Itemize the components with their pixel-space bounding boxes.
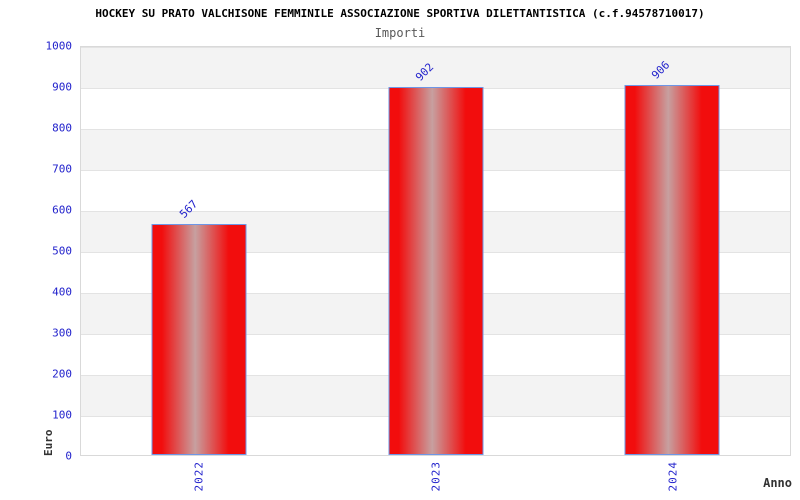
bar-value-label: 567 [176,197,200,221]
x-axis-title: Anno [763,476,792,490]
x-tick-label: 2023 [429,461,442,492]
bar-value-label: 902 [413,60,437,84]
y-tick-label: 900 [52,80,72,94]
y-tick-label: 0 [65,449,72,463]
y-tick-label: 300 [52,326,72,340]
y-tick-label: 800 [52,121,72,135]
bar-value-label: 906 [649,58,673,83]
bar-2024: 906 [624,59,720,455]
y-axis: 0 100 200 300 400 500 600 700 800 900 1000 [0,41,76,462]
plot-area: 567 902 906 [80,46,791,456]
x-tick-label: 2022 [192,461,205,492]
x-tick-label: 2024 [666,461,679,492]
y-tick-label: 200 [52,367,72,381]
bar-2023: 902 [388,60,483,455]
y-tick-label: 500 [52,244,72,258]
chart-title: HOCKEY SU PRATO VALCHISONE FEMMINILE ASS… [95,7,705,20]
chart-subtitle: Importi [374,26,426,40]
y-tick-label: 600 [52,203,72,217]
bar-2022: 567 [151,197,247,455]
y-tick-label: 700 [52,162,72,176]
y-tick-label: 1000 [45,39,73,53]
x-axis: 2022 2023 2024 [80,457,791,499]
y-tick-label: 400 [52,285,72,299]
y-tick-label: 100 [52,408,72,422]
